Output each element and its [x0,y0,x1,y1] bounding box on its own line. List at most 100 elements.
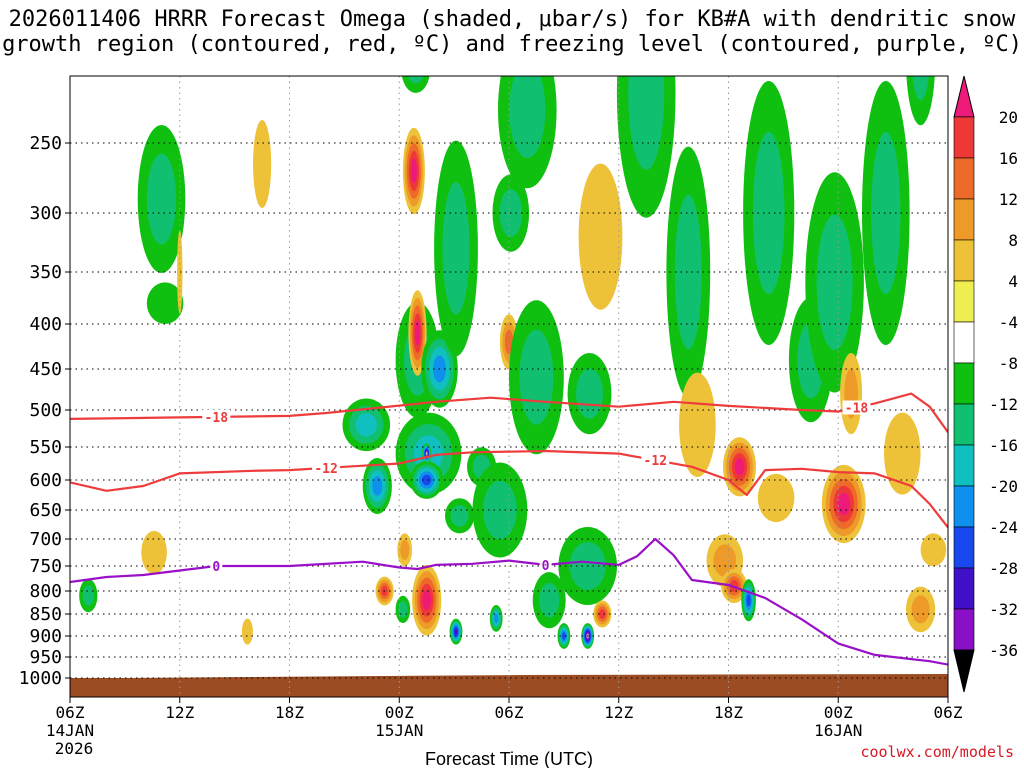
y-tick-label-300: 300 [29,203,62,224]
omega-shading [79,76,947,649]
omega-feature-12-level-4 [414,320,421,346]
colorbar-label-8: -16 [989,436,1018,455]
contour-label-bg-freezing-level-0 [210,559,223,573]
omega-feature-23-level-5 [454,628,458,635]
omega-feature-20-level-4 [422,590,431,611]
terrain-layer [70,674,948,697]
omega-feature-32-level-4 [562,632,566,640]
x-date-label-42: 16JAN [814,721,862,740]
omega-feature-29-level-1 [509,76,546,159]
contour-label-bg-dgz-minus18-1 [842,400,871,415]
y-tick-label-350: 350 [29,262,62,283]
omega-feature-31-level-1 [539,582,560,618]
colorbar-bin-11 [953,567,975,610]
y-axis: 2503003504004505005506006507007508008509… [19,133,70,689]
colorbar-bin-9 [953,485,975,528]
omega-feature-39-level-1 [674,194,702,350]
omega-feature-52-level-0 [906,76,935,126]
contour-label-dgz-minus12-0: -12 [314,462,337,477]
y-tick-label-250: 250 [29,133,62,154]
omega-feature-49-level-4 [837,492,850,516]
contour-label-dgz-minus18-0: -18 [205,411,229,426]
omega-feature-13-level-4 [410,158,417,184]
x-tick-label-42: 00Z [824,703,853,722]
colorbar-bin-5 [953,321,975,364]
contour-dgz-minus18 [70,392,948,433]
omega-feature-8-level-3 [372,476,383,496]
colorbar-label-7: -12 [989,395,1018,414]
omega-feature-35-level-1 [576,368,603,419]
omega-feature-17-level-7 [425,451,428,456]
omega-feature-22-level-1 [442,182,470,315]
omega-feature-45-level-0 [757,473,795,523]
x-tick-label-0: 06Z [56,703,85,722]
omega-feature-36-level-3 [599,609,606,619]
omega-feature-21-level-1 [450,505,469,527]
omega-feature-52-level-1 [912,76,929,101]
y-tick-label-450: 450 [29,359,62,380]
contour-label-freezing-level-0: 0 [212,560,220,575]
omega-feature-44-level-4 [746,594,751,607]
y-tick-label-600: 600 [29,470,62,491]
y-tick-label-650: 650 [29,500,62,521]
colorbar-label-3: 8 [1008,231,1018,250]
colorbar-label-6: -8 [999,354,1018,373]
colorbar-label-0: 20 [999,108,1018,127]
x-tick-label-30: 12Z [604,703,633,722]
colorbar-label-5: -4 [999,313,1018,332]
colorbar-bin-8 [953,444,975,487]
omega-feature-54-level-1 [911,595,930,624]
colorbar-bin-10 [953,526,975,569]
colorbar-bin-12 [953,608,975,651]
contour-freezing-level [70,537,948,666]
contour-label-bg-dgz-minus12-0 [312,460,341,475]
y-tick-label-850: 850 [29,604,62,625]
omega-feature-2-level-0 [146,282,184,325]
x-tick-label-18: 00Z [385,703,414,722]
x-tick-label-24: 06Z [495,703,524,722]
colorbar-bottom-triangle [953,649,975,693]
y-tick-label-550: 550 [29,437,62,458]
colorbar-bin-4 [953,280,975,323]
colorbar-label-1: 16 [999,149,1018,168]
colorbar-bin-2 [953,198,975,241]
omega-feature-27-level-3 [494,613,499,624]
omega-feature-42-level-4 [734,458,745,476]
contour-label-freezing-level-1: 0 [542,559,550,574]
y-tick-label-400: 400 [29,314,62,335]
colorbar-label-12: -32 [989,600,1018,619]
y-tick-label-500: 500 [29,400,62,421]
omega-feature-48-level-1 [816,214,853,351]
omega-feature-14-level-1 [407,76,424,84]
omega-feature-38-level-1 [628,76,665,170]
colorbar-label-2: 12 [999,190,1018,209]
omega-feature-55-level-0 [920,533,947,567]
x-tick-label-36: 18Z [714,703,743,722]
x-year-label-0: 2026 [55,739,94,758]
omega-feature-0-level-1 [82,585,94,606]
y-tick-label-700: 700 [29,529,62,550]
omega-feature-37-level-0 [578,163,623,310]
omega-feature-7-level-2 [355,413,377,437]
x-tick-label-12: 18Z [275,703,304,722]
colorbar-label-4: 4 [1008,272,1018,291]
omega-feature-53-level-0 [884,412,921,495]
x-tick-label-6: 12Z [165,703,194,722]
y-tick-label-800: 800 [29,581,62,602]
contour-label-bg-dgz-minus18-0 [202,409,231,424]
y-tick-label-1000: 1000 [19,668,62,689]
contour-label-dgz-minus12-1: -12 [644,454,667,469]
contour-lines [70,392,948,666]
source-credit: coolwx.com/models [860,743,1014,761]
contour-label-dgz-minus18-1: -18 [845,402,869,417]
x-date-label-0: 14JAN [46,721,94,740]
omega-feature-14-level-0 [401,76,430,93]
colorbar-bin-1 [953,157,975,200]
x-date-label-18: 15JAN [375,721,423,740]
omega-feature-40-level-0 [679,372,716,477]
colorbar-bin-3 [953,239,975,282]
y-tick-label-750: 750 [29,556,62,577]
colorbar-bin-7 [953,403,975,446]
omega-feature-1-level-1 [146,153,177,245]
